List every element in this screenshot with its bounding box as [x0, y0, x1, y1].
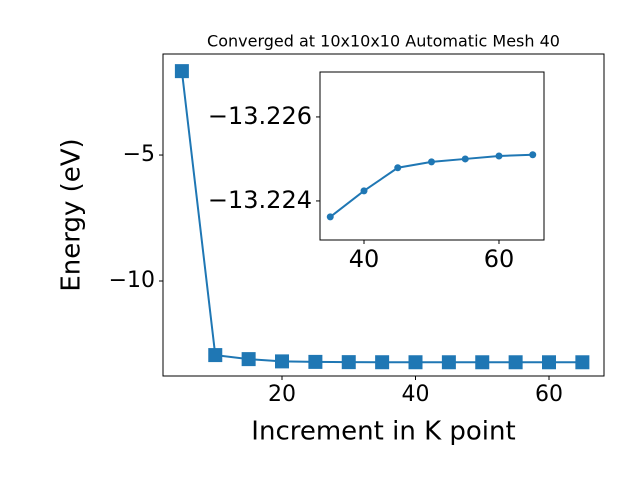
y-tick-label: −5	[123, 142, 155, 167]
y-tick-label: −10	[109, 268, 155, 293]
x-tick-label: 40	[349, 245, 380, 273]
marker	[508, 355, 523, 370]
chart-title: Converged at 10x10x10 Automatic Mesh 40	[207, 32, 560, 51]
marker	[575, 355, 590, 370]
marker	[275, 354, 290, 369]
marker	[461, 155, 469, 163]
x-tick-label: 20	[268, 382, 296, 407]
marker	[341, 355, 356, 370]
marker	[174, 64, 189, 79]
marker	[326, 213, 334, 221]
x-tick-label: 60	[484, 245, 515, 273]
marker	[475, 355, 490, 370]
marker	[360, 187, 368, 195]
x-tick-label: 40	[402, 382, 430, 407]
x-axis-label: Increment in K point	[251, 417, 515, 447]
marker	[542, 355, 557, 370]
y-tick-label: −13.226	[208, 102, 312, 130]
marker	[408, 355, 423, 370]
marker	[241, 352, 256, 367]
marker	[427, 158, 435, 166]
marker	[529, 151, 537, 159]
marker	[441, 355, 456, 370]
marker	[208, 348, 223, 363]
marker	[495, 152, 503, 160]
marker	[394, 164, 402, 172]
marker	[308, 354, 323, 369]
axes-frame	[319, 71, 545, 241]
y-axis-label: Energy (eV)	[57, 138, 87, 291]
axes-frame	[162, 53, 605, 377]
x-tick-label: 60	[535, 382, 563, 407]
marker	[375, 355, 390, 370]
y-tick-label: −13.224	[208, 186, 312, 214]
